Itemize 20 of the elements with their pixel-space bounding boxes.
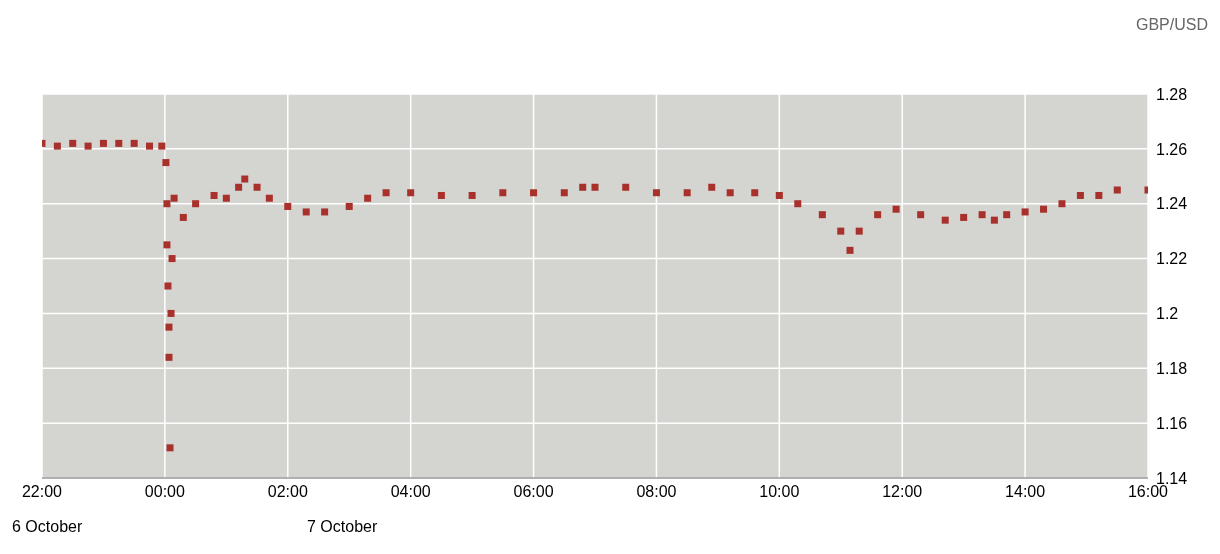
x-tick-label: 00:00 <box>144 483 186 501</box>
y-tick-label: 1.26 <box>1156 140 1188 158</box>
y-axis-title: GBP/USD <box>1135 16 1208 34</box>
y-tick-label: 1.18 <box>1156 359 1188 377</box>
x-tick-label: 12:00 <box>882 483 923 501</box>
x-tick-label: 02:00 <box>267 483 308 501</box>
x-tick-label: 08:00 <box>636 483 677 501</box>
x-tick-label: 14:00 <box>1005 483 1046 501</box>
x-tick-label: 04:00 <box>390 483 431 501</box>
text: 6 October <box>12 518 83 536</box>
y-tick-label: 1.22 <box>1156 250 1188 268</box>
x-tick-label: 16:00 <box>1127 483 1169 501</box>
y-tick-label: 1.2 <box>1156 305 1179 323</box>
x-tick-label: 22:00 <box>21 483 63 501</box>
x-tick-label: 10:00 <box>759 483 800 501</box>
y-tick-label: 1.16 <box>1156 414 1188 432</box>
x-tick-label: 06:00 <box>513 483 554 501</box>
text: 7 October <box>307 518 378 536</box>
y-tick-label: 1.28 <box>1156 85 1188 103</box>
y-tick-label: 1.24 <box>1156 195 1188 213</box>
